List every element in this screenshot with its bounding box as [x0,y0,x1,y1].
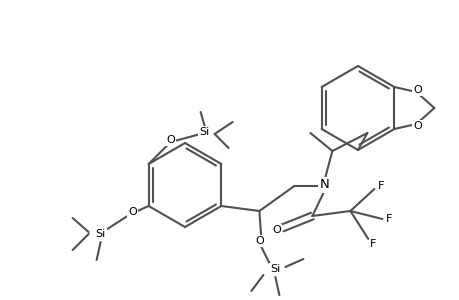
Text: O: O [128,207,137,217]
Text: O: O [166,135,174,145]
Text: O: O [271,225,280,235]
Text: F: F [386,214,392,224]
Text: Si: Si [269,264,280,274]
Text: F: F [369,239,376,249]
Text: F: F [377,181,384,191]
Text: Si: Si [199,127,209,137]
Text: O: O [412,121,421,131]
Text: Si: Si [95,229,106,239]
Text: N: N [319,178,329,191]
Text: O: O [412,85,421,95]
Text: O: O [254,236,263,246]
